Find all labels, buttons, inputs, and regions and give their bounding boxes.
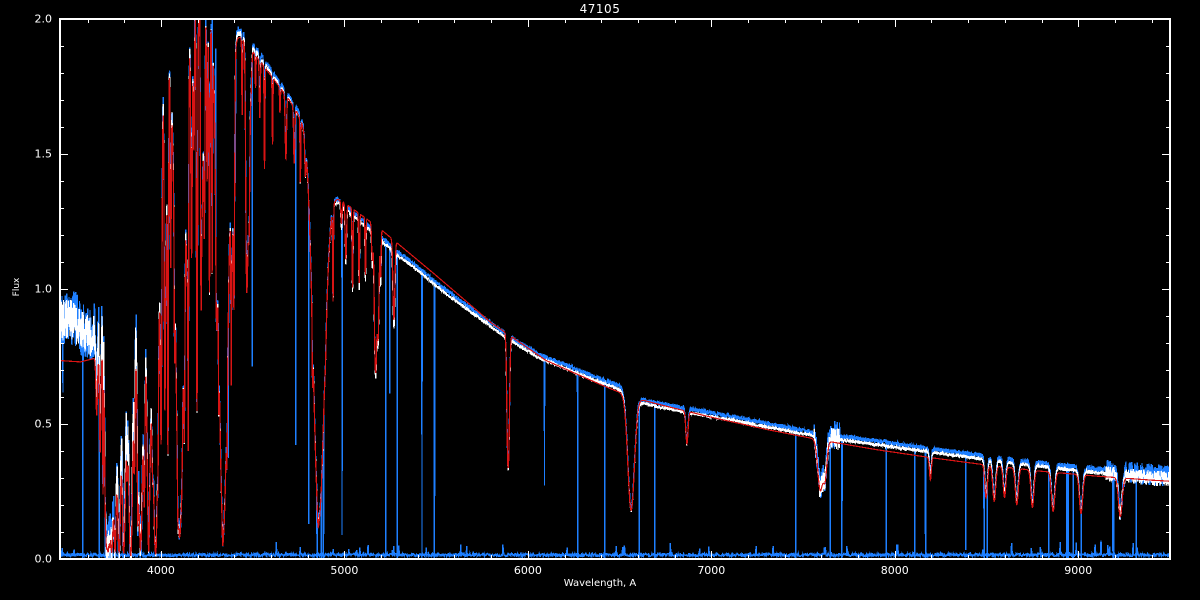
y-tick-label: 0.5 (34, 417, 53, 431)
y-tick-label: 2.0 (34, 12, 53, 26)
axes-frame (59, 18, 1171, 561)
noise-baseline-series (61, 540, 1170, 559)
chart-title: 47105 (579, 2, 621, 16)
x-tick-label: 8000 (880, 564, 909, 577)
x-tick-label: 7000 (697, 564, 726, 577)
x-tick-label: 5000 (330, 564, 359, 577)
x-tick-label: 9000 (1064, 564, 1093, 577)
y-tick-label: 0.0 (34, 552, 53, 566)
model-spectrum-series (61, 20, 1170, 557)
x-tick-label: 4000 (146, 564, 175, 577)
x-axis-label: Wavelength, A (563, 578, 637, 589)
y-tick-label: 1.0 (34, 282, 53, 296)
x-tick-label: 6000 (513, 564, 542, 577)
y-tick-label: 1.5 (34, 147, 53, 161)
